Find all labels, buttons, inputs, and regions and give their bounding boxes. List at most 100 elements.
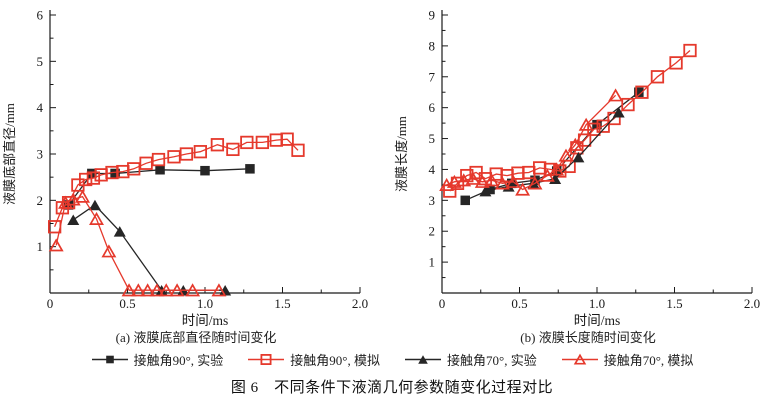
marker-triangle-open-icon xyxy=(567,137,583,151)
marker-triangle-open-icon xyxy=(75,189,91,203)
legend-label: 接触角70°, 实验 xyxy=(447,353,537,368)
marker-square-filled-icon xyxy=(460,195,470,206)
marker-square-filled-icon xyxy=(200,165,210,176)
marker-square-filled-icon xyxy=(245,164,255,174)
marker-square-open-icon xyxy=(48,220,62,234)
y-tick-label: 1 xyxy=(37,239,44,254)
marker-square-filled-icon xyxy=(530,175,540,186)
y-tick-label: 8 xyxy=(429,38,436,53)
marker-triangle-open-icon xyxy=(446,174,462,188)
marker-triangle-open-icon xyxy=(484,173,500,187)
marker-triangle-open-icon xyxy=(608,88,624,102)
marker-square-open-icon xyxy=(260,353,272,365)
figure-caption: 图 6 不同条件下液滴几何参数随变化过程对比 xyxy=(230,380,554,396)
y-tick-label: 1 xyxy=(429,255,436,270)
legend-label: 接触角70°, 模拟 xyxy=(603,353,694,368)
x-tick-label: 2.0 xyxy=(352,296,368,311)
x-tick-label: 0 xyxy=(439,296,446,311)
marker-triangle-filled-icon xyxy=(612,107,625,118)
y-tick-label: 2 xyxy=(429,224,436,239)
y-tick-label: 4 xyxy=(429,162,436,177)
marker-triangle-open-icon xyxy=(505,174,521,188)
marker-triangle-open-icon xyxy=(539,168,555,182)
marker-triangle-filled-icon xyxy=(479,185,492,197)
y-tick-label: 2 xyxy=(37,193,44,208)
marker-square-open-icon xyxy=(607,111,621,126)
marker-triangle-open-icon xyxy=(211,283,227,297)
marker-square-open-icon xyxy=(621,97,635,112)
marker-triangle-open-icon xyxy=(494,176,510,190)
marker-square-open-icon xyxy=(127,162,141,176)
legend-item-1: 接触角90°, 模拟 xyxy=(247,350,380,369)
marker-square-open-icon xyxy=(210,138,225,152)
x-tick-label: 0.5 xyxy=(511,296,527,311)
legend: 接触角90°, 实验 接触角90°, 模拟 接触角70°, 实验 接触角70°, 模拟 xyxy=(0,350,784,369)
chart-b-plot: 1 2 3 4 5 6 7 8 9 0 0.5 1.0 1.5 2.0 液膜长度/mm 时间/ms xyxy=(394,8,760,329)
marker-triangle-filled-icon xyxy=(219,284,232,296)
marker-triangle-open-icon xyxy=(456,173,472,187)
legend-label: 接触角90°, 模拟 xyxy=(290,353,380,368)
marker-square-open-icon xyxy=(280,132,294,146)
marker-triangle-filled-icon xyxy=(113,226,126,237)
marker-square-open-icon xyxy=(79,172,93,187)
marker-triangle-filled-icon xyxy=(67,214,80,226)
y-tick-label: 5 xyxy=(37,54,44,69)
y-axis-title: 液膜底部直径/mm xyxy=(2,103,17,205)
chart-a-plot: 1 2 3 4 5 6 0 0.5 1.0 1.5 2.0 液膜底部直径/mm 时间/ms xyxy=(2,8,368,329)
marker-square-open-icon xyxy=(683,43,697,58)
chart-a-subtitle: (a) 液膜底部直径随时间变化 xyxy=(115,330,277,345)
y-axis-title: 液膜长度/mm xyxy=(394,116,409,192)
x-axis-title: 时间/ms xyxy=(182,313,229,328)
marker-square-filled-icon xyxy=(634,87,644,97)
marker-triangle-open-icon xyxy=(121,283,137,297)
x-tick-label: 0 xyxy=(47,296,54,311)
marker-square-open-icon xyxy=(226,142,240,157)
x-axis-title: 时间/ms xyxy=(574,313,621,328)
y-tick-label: 3 xyxy=(37,147,44,162)
x-tick-label: 0.5 xyxy=(119,296,135,311)
x-tick-label: 2.0 xyxy=(744,296,760,311)
marker-triangle-open-icon xyxy=(465,171,481,185)
x-tick-label: 1.5 xyxy=(274,296,290,311)
marker-triangle-open-icon xyxy=(158,283,174,297)
y-tick-label: 6 xyxy=(429,100,436,115)
marker-square-filled-icon xyxy=(155,165,165,175)
marker-square-open-icon xyxy=(193,145,208,159)
marker-square-open-icon xyxy=(669,56,683,70)
marker-square-open-icon xyxy=(179,147,194,161)
marker-square-open-icon xyxy=(596,119,610,133)
marker-triangle-open-icon xyxy=(101,244,117,258)
y-tick-label: 3 xyxy=(429,193,436,208)
legend-square-filled-swatch xyxy=(91,355,128,364)
marker-triangle-open-icon xyxy=(140,283,156,297)
marker-square-open-icon xyxy=(291,143,305,157)
marker-triangle-filled-icon xyxy=(88,199,101,211)
legend-triangle-open-swatch xyxy=(561,353,598,365)
chart-b-subtitle: (b) 液膜长度随时间变化 xyxy=(520,330,656,345)
x-tick-label: 1.0 xyxy=(589,296,605,311)
legend-item-0: 接触角90°, 实验 xyxy=(91,350,223,369)
charts-row: 1 2 3 4 5 6 0 0.5 1.0 1.5 2.0 液膜底部直径/mm 时间/ms (a) 液膜… xyxy=(0,0,784,346)
marker-square-filled-icon xyxy=(105,355,114,364)
marker-square-open-icon xyxy=(635,85,649,99)
marker-square-open-icon xyxy=(650,70,665,84)
marker-square-open-icon xyxy=(577,133,592,147)
legend-item-2: 接触角70°, 实验 xyxy=(404,350,537,369)
marker-square-filled-icon xyxy=(110,168,120,179)
marker-triangle-open-icon xyxy=(573,353,586,365)
y-tick-label: 4 xyxy=(37,100,44,115)
marker-triangle-open-icon xyxy=(558,148,574,162)
marker-triangle-open-icon xyxy=(515,182,531,196)
marker-triangle-open-icon xyxy=(169,283,185,297)
marker-triangle-filled-icon xyxy=(418,355,428,364)
marker-triangle-open-icon xyxy=(89,211,104,225)
marker-triangle-open-icon xyxy=(130,283,146,297)
y-tick-label: 5 xyxy=(429,131,436,146)
chart-b-container: 1 2 3 4 5 6 7 8 9 0 0.5 1.0 1.5 2.0 液膜长度/mm 时间/ms (b) 液… xyxy=(392,0,784,346)
marker-triangle-filled-icon xyxy=(572,151,585,163)
legend-square-open-swatch xyxy=(248,353,285,365)
series-line-3 xyxy=(55,195,219,291)
chart-a-container: 1 2 3 4 5 6 0 0.5 1.0 1.5 2.0 液膜底部直径/mm 时间/ms (a) 液膜… xyxy=(0,0,392,346)
marker-square-open-icon xyxy=(151,152,166,167)
